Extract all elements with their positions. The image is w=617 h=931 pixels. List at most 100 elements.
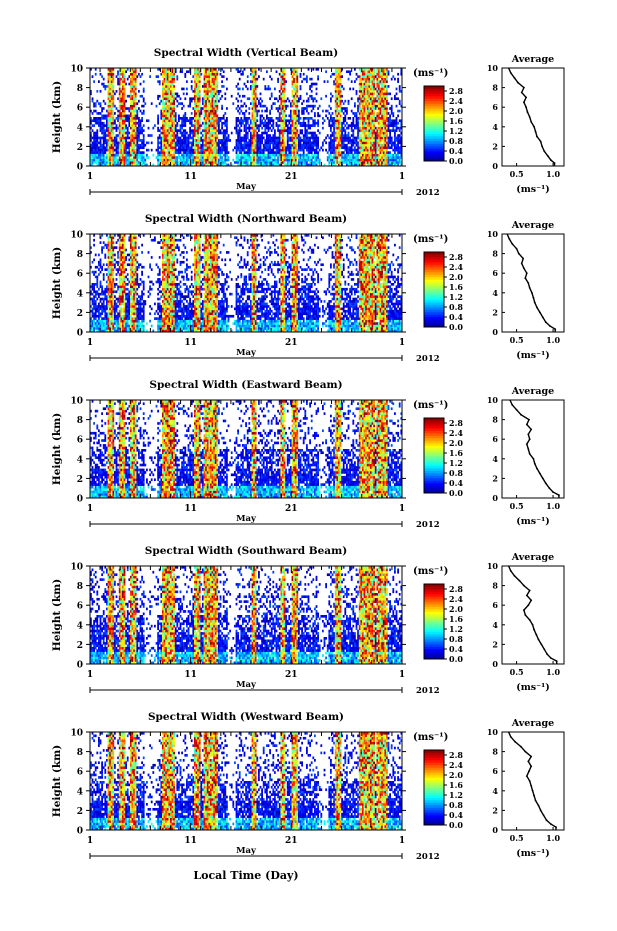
colorbar-tick-label: 0.8 bbox=[449, 136, 463, 146]
year-label: 2012 bbox=[416, 188, 440, 198]
y-tick-label: 4 bbox=[77, 123, 83, 133]
profile-y-tick-label: 4 bbox=[492, 288, 498, 298]
plot-frame bbox=[89, 233, 403, 333]
colorbar-segment bbox=[424, 96, 444, 99]
x-tick-label: 1 bbox=[399, 338, 405, 348]
colorbar-tick-label: 2.8 bbox=[449, 418, 463, 428]
colorbar-tick-label: 0.4 bbox=[449, 810, 463, 820]
colorbar-segment bbox=[424, 762, 444, 766]
colorbar-tick-label: 1.6 bbox=[449, 780, 463, 790]
colorbar-segment bbox=[424, 460, 444, 464]
colorbar-tick-label: 1.2 bbox=[449, 126, 463, 136]
profile-point bbox=[541, 316, 544, 319]
colorbar-segment bbox=[424, 626, 444, 630]
colorbar-segment bbox=[424, 641, 444, 645]
profile-point bbox=[518, 579, 521, 582]
profile-point bbox=[528, 453, 531, 455]
plot-frame bbox=[89, 399, 403, 499]
profile-point bbox=[511, 242, 514, 245]
profile-y-tick-label: 6 bbox=[492, 600, 498, 610]
profile-y-tick-label: 6 bbox=[492, 102, 498, 112]
colorbar-segment bbox=[424, 88, 444, 92]
profile-y-tick-label: 2 bbox=[492, 805, 498, 815]
profile-point bbox=[539, 809, 542, 812]
profile-point bbox=[525, 443, 528, 445]
panel-0: Spectral Width (Vertical Beam)0246810Hei… bbox=[51, 47, 565, 198]
colorbar-segment bbox=[424, 478, 444, 481]
x-tick-label: 1 bbox=[87, 338, 93, 348]
profile-line bbox=[507, 731, 557, 830]
colorbar-segment bbox=[424, 752, 444, 756]
profile-point bbox=[533, 462, 536, 465]
colorbar-segment bbox=[424, 812, 444, 816]
colorbar-segment bbox=[424, 262, 444, 265]
colorbar-segment bbox=[424, 106, 444, 109]
profile-point bbox=[513, 76, 516, 79]
colorbar-unit: (ms⁻¹) bbox=[413, 566, 448, 577]
colorbar-segment bbox=[424, 430, 444, 434]
colorbar-segment bbox=[424, 772, 444, 776]
profile-x-tick-label: 1.0 bbox=[546, 833, 560, 843]
profile-title: Average bbox=[511, 552, 554, 563]
profile-line bbox=[507, 565, 558, 664]
colorbar-segment bbox=[424, 485, 444, 489]
colorbar-segment bbox=[424, 297, 444, 300]
colorbar-segment bbox=[424, 324, 444, 328]
heatmap-cells bbox=[90, 400, 403, 499]
colorbar-segment bbox=[424, 101, 444, 104]
profile-point bbox=[531, 291, 533, 294]
colorbar-tick-label: 1.2 bbox=[449, 624, 463, 634]
x-tick-label: 11 bbox=[184, 172, 197, 182]
colorbar-segment bbox=[424, 98, 444, 102]
colorbar-tick-label: 0.8 bbox=[449, 468, 463, 478]
y-tick-label: 0 bbox=[77, 329, 83, 339]
colorbar-unit: (ms⁻¹) bbox=[413, 732, 448, 743]
profile-point bbox=[525, 594, 528, 597]
colorbar-segment bbox=[424, 621, 444, 625]
colorbar-segment bbox=[424, 490, 444, 494]
profile-point bbox=[513, 574, 516, 577]
y-tick-label: 0 bbox=[77, 827, 83, 837]
x-tick-label: 21 bbox=[285, 338, 298, 348]
colorbar-segment bbox=[424, 254, 444, 258]
profile-point bbox=[548, 487, 551, 490]
profile-x-label: (ms⁻¹) bbox=[516, 848, 550, 859]
colorbar-segment bbox=[424, 757, 444, 761]
colorbar-segment bbox=[424, 473, 444, 476]
colorbar-unit: (ms⁻¹) bbox=[413, 68, 448, 79]
colorbar-segment bbox=[424, 631, 444, 635]
profile-x-tick-label: 0.5 bbox=[510, 335, 524, 345]
colorbar-segment bbox=[424, 463, 444, 466]
colorbar-segment bbox=[424, 425, 444, 429]
y-tick-label: 10 bbox=[70, 729, 83, 739]
heatmap-cells bbox=[90, 68, 403, 167]
y-tick-label: 6 bbox=[77, 768, 83, 778]
x-tick-label: 21 bbox=[285, 836, 298, 846]
plot-frame bbox=[89, 67, 403, 167]
profile-point bbox=[525, 423, 528, 426]
colorbar-segment bbox=[424, 790, 444, 793]
profile-point bbox=[542, 814, 545, 817]
profile-point bbox=[534, 799, 537, 802]
profile-point bbox=[554, 328, 557, 330]
profile-y-tick-label: 8 bbox=[492, 249, 498, 259]
colorbar-segment bbox=[424, 267, 444, 270]
x-tick-label: 11 bbox=[184, 504, 197, 514]
colorbar-tick-label: 0.0 bbox=[449, 488, 463, 498]
y-tick-label: 2 bbox=[77, 143, 83, 153]
y-axis-label: Height (km) bbox=[51, 81, 63, 153]
y-tick-label: 0 bbox=[77, 661, 83, 671]
panel-3: Spectral Width (Southward Beam)0246810He… bbox=[51, 545, 565, 696]
colorbar-segment bbox=[424, 654, 444, 657]
y-tick-label: 4 bbox=[77, 621, 83, 631]
profile-x-tick-label: 0.5 bbox=[510, 169, 524, 179]
y-tick-label: 10 bbox=[70, 231, 83, 241]
profile-point bbox=[520, 745, 522, 748]
colorbar-segment bbox=[424, 760, 444, 763]
year-label: 2012 bbox=[416, 686, 440, 696]
colorbar-segment bbox=[424, 782, 444, 786]
x-tick-label: 1 bbox=[399, 504, 405, 514]
colorbar-segment bbox=[424, 624, 444, 627]
colorbar-segment bbox=[424, 289, 444, 293]
colorbar-segment bbox=[424, 614, 444, 617]
